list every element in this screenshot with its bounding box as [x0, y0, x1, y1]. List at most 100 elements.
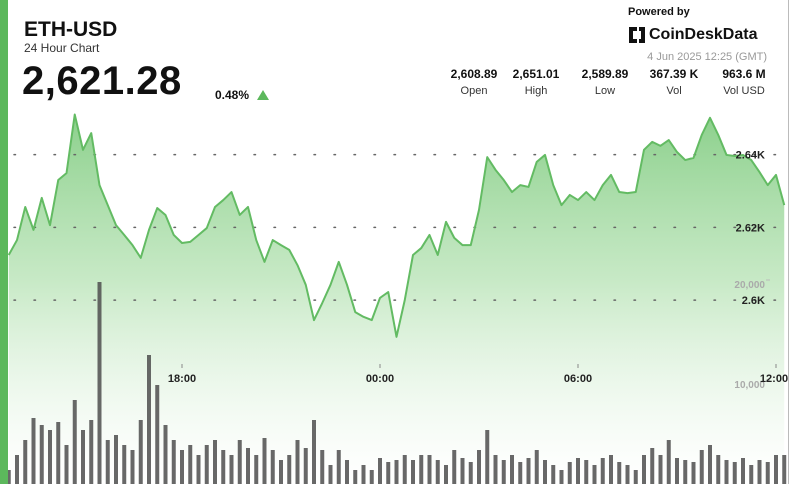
- volume-bar: [295, 440, 300, 484]
- volume-bar: [460, 458, 465, 484]
- volume-bar: [444, 465, 448, 484]
- x-tick-label: 00:00: [366, 373, 394, 385]
- volume-bar: [609, 455, 613, 484]
- volume-bar: [625, 465, 630, 484]
- volume-bar: [732, 462, 737, 484]
- volume-bar: [237, 440, 242, 484]
- volume-bar: [427, 455, 432, 484]
- volume-bar: [617, 462, 622, 484]
- timestamp: 4 Jun 2025 12:25 (GMT): [647, 51, 767, 63]
- volume-bar: [699, 450, 704, 484]
- volume-bar: [155, 385, 160, 484]
- stat-value: 367.39 K: [649, 67, 699, 81]
- volume-bar: [534, 450, 539, 484]
- volume-bar: [543, 460, 547, 484]
- volume-bar: [510, 455, 514, 484]
- volume-bar: [312, 420, 316, 484]
- volume-bar: [270, 450, 275, 484]
- volume-bar: [567, 462, 572, 484]
- stat-label: High: [524, 85, 548, 97]
- powered-by: Powered by: [628, 6, 690, 18]
- volume-bar: [435, 460, 440, 484]
- x-tick-label: 12:00: [760, 373, 788, 385]
- volume-bar: [724, 460, 729, 484]
- volume-bar: [741, 458, 745, 484]
- left-accent: [0, 0, 8, 484]
- volume-bar: [213, 440, 217, 484]
- volume-bar: [48, 430, 52, 484]
- volume-bar: [592, 465, 597, 484]
- volume-bar: [708, 445, 712, 484]
- volume-bar: [188, 445, 193, 484]
- volume-bar: [287, 455, 292, 484]
- volume-bar: [633, 470, 638, 484]
- volume-bar: [452, 450, 457, 484]
- stat-label: Low: [594, 85, 616, 97]
- brand: CoinDeskData: [649, 26, 758, 43]
- volume-bar: [204, 445, 209, 484]
- volume-bar: [378, 458, 382, 484]
- volume-bar: [493, 455, 498, 484]
- volume-bar: [551, 465, 556, 484]
- volume-bar: [81, 430, 85, 484]
- volume-bar: [130, 450, 135, 484]
- volume-bar: [262, 438, 267, 484]
- right-edge: [788, 0, 789, 484]
- volume-bar: [122, 445, 127, 484]
- volume-bar: [89, 420, 94, 484]
- volume-bar: [411, 460, 415, 484]
- volume-bar: [320, 450, 325, 484]
- volume-bar: [394, 460, 399, 484]
- stat: 963.6 M Vol USD: [709, 67, 779, 97]
- volume-bar: [138, 420, 143, 484]
- y-tick-label: 2.62K: [736, 222, 765, 234]
- volume-bar: [782, 455, 787, 484]
- stat-value: 2,608.89: [450, 67, 498, 81]
- volume-bar: [477, 450, 481, 484]
- volume-bar: [353, 470, 358, 484]
- volume-bar: [600, 458, 605, 484]
- volume-bar: [386, 462, 391, 484]
- brand-icon: [629, 27, 645, 43]
- volume-bar: [666, 440, 671, 484]
- volume-bar: [64, 445, 69, 484]
- volume-bar: [180, 450, 184, 484]
- stat: 2,589.89 Low: [570, 67, 640, 97]
- volume-bar: [642, 455, 646, 484]
- y2-tick-label: 20,000: [734, 280, 765, 291]
- volume-bar: [765, 462, 770, 484]
- volume-bar: [221, 450, 226, 484]
- volume-bar: [526, 458, 531, 484]
- volume-bar: [31, 418, 36, 484]
- x-tick-label: 18:00: [168, 373, 196, 385]
- volume-bar: [675, 458, 679, 484]
- stat-label: Vol USD: [723, 85, 765, 97]
- stat-label: Vol: [666, 85, 682, 97]
- stat-value: 963.6 M: [722, 67, 766, 81]
- volume-bar: [584, 460, 589, 484]
- volume-bar: [559, 470, 564, 484]
- volume-bar: [345, 460, 349, 484]
- volume-bar: [518, 462, 523, 484]
- y-tick-label: 2.6K: [742, 295, 765, 307]
- x-tick-label: 06:00: [564, 373, 592, 385]
- volume-bar: [369, 470, 374, 484]
- volume-bar: [23, 440, 28, 484]
- volume-bar: [658, 455, 663, 484]
- stat: 2,608.89 Open: [439, 67, 509, 97]
- volume-bar: [163, 425, 168, 484]
- volume-bar: [683, 460, 688, 484]
- volume-bar: [15, 455, 19, 484]
- volume-bar: [105, 440, 110, 484]
- volume-bar: [691, 462, 696, 484]
- symbol: ETH-USD: [24, 18, 118, 41]
- volume-bar: [328, 465, 333, 484]
- volume-bar: [774, 455, 778, 484]
- volume-bar: [361, 465, 366, 484]
- volume-bar: [229, 455, 234, 484]
- price-area: [8, 114, 785, 484]
- volume-bar: [501, 460, 506, 484]
- y2-tick-label: 10,000: [734, 380, 765, 391]
